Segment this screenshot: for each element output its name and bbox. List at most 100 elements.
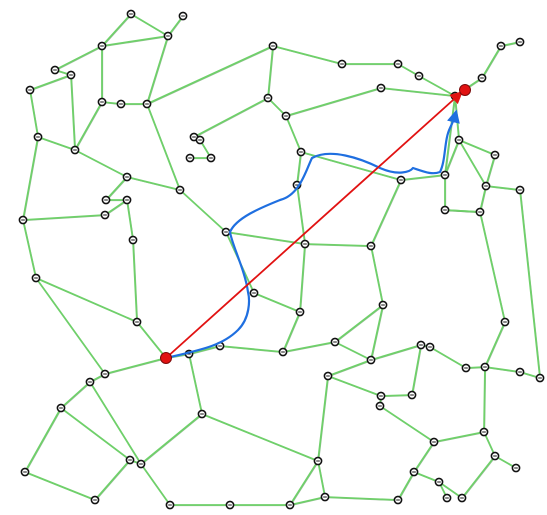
- road-edge: [479, 185, 487, 213]
- road-edge: [253, 292, 301, 313]
- circle-node-icon: [25, 85, 35, 95]
- end-point-red-dot: [459, 84, 471, 96]
- road-edge: [458, 139, 496, 156]
- road-edge: [105, 176, 128, 201]
- road-edge: [201, 413, 319, 462]
- road-edge: [225, 231, 306, 245]
- road-edge: [483, 431, 496, 457]
- circle-node-icon: [378, 300, 388, 310]
- circle-node-icon: [97, 97, 107, 107]
- circle-node-icon: [366, 355, 376, 365]
- circle-node-icon: [122, 195, 132, 205]
- circle-node-icon: [101, 195, 111, 205]
- road-edge: [380, 87, 456, 97]
- road-edge: [370, 344, 422, 361]
- road-edge: [282, 341, 336, 353]
- road-edge: [22, 214, 106, 221]
- road-edge: [94, 459, 131, 501]
- road-edge: [454, 95, 460, 141]
- circle-node-icon: [195, 135, 205, 145]
- circle-node-icon: [66, 70, 76, 80]
- circle-node-icon: [278, 347, 288, 357]
- road-edge: [101, 35, 169, 47]
- circle-node-icon: [479, 427, 489, 437]
- circle-node-icon: [249, 288, 259, 298]
- road-edge: [433, 431, 485, 443]
- circle-node-icon: [440, 170, 450, 180]
- circle-node-icon: [461, 363, 471, 373]
- circle-node-icon: [475, 207, 485, 217]
- road-edge: [413, 441, 435, 473]
- road-edge: [484, 321, 506, 368]
- road-edge: [304, 243, 372, 247]
- circle-node-icon: [20, 467, 30, 477]
- circle-node-icon: [50, 65, 60, 75]
- road-edge: [126, 176, 181, 191]
- road-edge: [60, 407, 131, 461]
- road-edge: [438, 481, 463, 499]
- circle-node-icon: [197, 409, 207, 419]
- circle-node-icon: [393, 59, 403, 69]
- circle-node-icon: [376, 391, 386, 401]
- circle-node-icon: [31, 273, 41, 283]
- circle-node-icon: [496, 41, 506, 51]
- road-edge: [193, 97, 269, 138]
- circle-node-icon: [126, 9, 136, 19]
- circle-node-icon: [490, 150, 500, 160]
- road-edge: [70, 74, 76, 151]
- circle-node-icon: [300, 239, 310, 249]
- circle-node-icon: [132, 317, 142, 327]
- circle-node-icon: [125, 455, 135, 465]
- road-edge: [285, 87, 382, 117]
- circle-node-icon: [535, 373, 545, 383]
- circle-node-icon: [116, 99, 126, 109]
- road-edge: [289, 496, 326, 506]
- circle-node-icon: [515, 367, 525, 377]
- road-edge: [104, 199, 128, 216]
- road-edge: [74, 149, 128, 178]
- road-edge: [444, 95, 456, 176]
- circle-node-icon: [122, 172, 132, 182]
- nodes-layer: [18, 9, 545, 510]
- circle-node-icon: [442, 493, 452, 503]
- road-edge: [327, 375, 382, 397]
- road-edge: [458, 139, 487, 187]
- road-edge: [146, 103, 181, 191]
- road-edge: [380, 394, 413, 397]
- road-edge: [35, 277, 106, 375]
- circle-node-icon: [515, 37, 525, 47]
- circle-node-icon: [409, 467, 419, 477]
- road-edge: [35, 277, 138, 323]
- road-edge: [24, 471, 96, 501]
- road-edge: [370, 304, 384, 361]
- road-edge: [397, 471, 415, 501]
- road-edge: [29, 74, 72, 91]
- circle-node-icon: [320, 492, 330, 502]
- circle-node-icon: [285, 500, 295, 510]
- start-point-red-dot: [160, 352, 172, 364]
- road-edge: [324, 496, 399, 501]
- road-edge: [282, 311, 301, 353]
- circle-node-icon: [396, 175, 406, 185]
- road-edge: [140, 463, 171, 506]
- circle-node-icon: [56, 403, 66, 413]
- road-edge: [289, 460, 319, 506]
- road-edge: [188, 345, 221, 355]
- circle-node-icon: [500, 317, 510, 327]
- circle-node-icon: [366, 241, 376, 251]
- road-edge: [54, 45, 103, 71]
- road-edge: [370, 245, 384, 306]
- circle-node-icon: [490, 451, 500, 461]
- road-edge: [485, 185, 521, 191]
- road-edge: [400, 174, 446, 181]
- road-edge: [146, 35, 169, 105]
- road-edge: [429, 346, 467, 369]
- road-edge: [285, 115, 302, 153]
- circle-node-icon: [313, 456, 323, 466]
- circle-node-icon: [407, 390, 417, 400]
- road-edge: [126, 199, 134, 241]
- circle-node-icon: [142, 99, 152, 109]
- edges-layer: [22, 13, 542, 507]
- circle-node-icon: [281, 111, 291, 121]
